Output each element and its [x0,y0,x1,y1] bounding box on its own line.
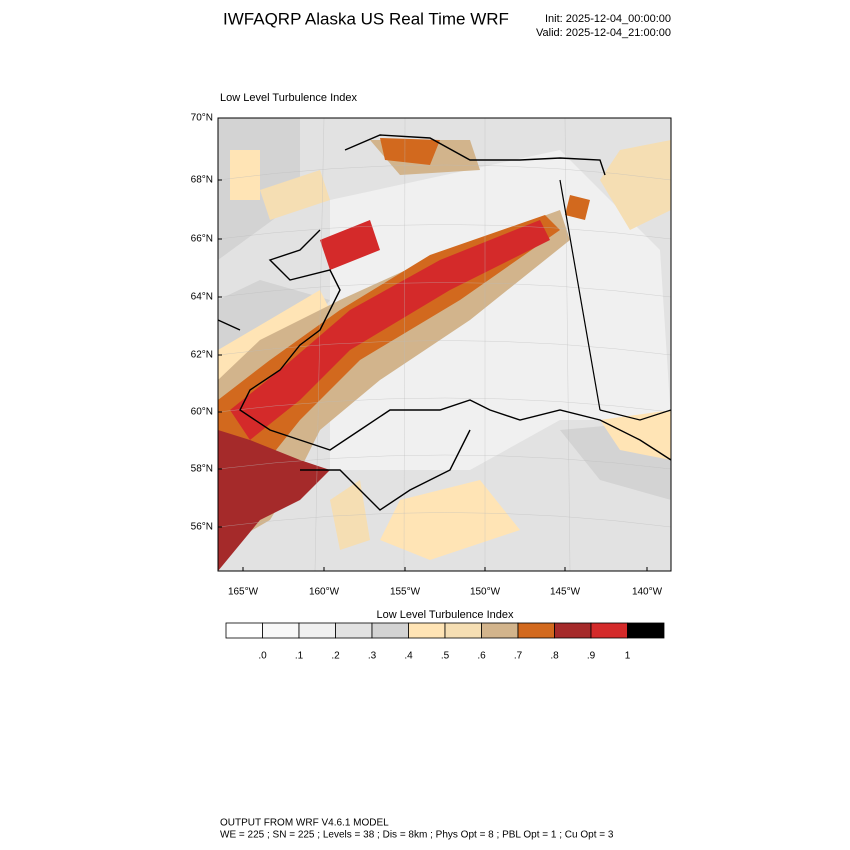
colorbar: .0 .1 .2 .3 .4 .5 .6 .7 .8 .9 1 [225,622,665,662]
field [218,430,330,571]
colorbar-box [444,622,482,639]
colorbar-box [590,622,628,639]
lat-label: 60°N [191,407,213,418]
lat-label: 56°N [191,522,213,533]
colorbar-box [371,622,409,639]
graticule [218,118,671,571]
map-frame [217,117,672,572]
field [218,138,590,520]
colorbar-title: Low Level Turbulence Index [377,609,514,621]
lon-label: 150°W [470,587,501,598]
colorbar-label: .3 [368,651,377,662]
lon-label: 165°W [228,587,259,598]
colorbar-label: .1 [295,651,304,662]
lat-labels: 70°N 68°N 66°N 64°N 62°N 60°N 58°N 56°N [191,113,222,533]
title: IWFAQRP Alaska US Real Time WRF [223,9,509,28]
lon-label: 155°W [390,587,421,598]
colorbar-label: .7 [514,651,523,662]
border [559,179,671,421]
lat-label: 64°N [191,292,213,303]
lon-labels: 165°W 160°W 155°W 150°W 145°W 140°W [228,567,663,598]
footer-line: OUTPUT FROM WRF V4.6.1 MODEL [220,818,389,829]
colorbar-box [517,622,555,639]
colorbar-box [408,622,446,639]
colorbar-label: .0 [258,651,267,662]
colorbar-label: .6 [477,651,486,662]
colorbar-box [298,622,336,639]
init-time: Init: 2025-12-04_00:00:00 [545,13,671,25]
colorbar-box [481,622,519,639]
colorbar-box [335,622,373,639]
lat-label: 68°N [191,175,213,186]
colorbar-box [554,622,592,639]
lat-label: 58°N [191,464,213,475]
colorbar-label: .4 [404,651,413,662]
lon-label: 160°W [309,587,340,598]
lat-label: 70°N [191,113,213,124]
lon-label: 145°W [550,587,581,598]
lon-label: 140°W [632,587,663,598]
colorbar-label: .2 [331,651,340,662]
lat-label: 66°N [191,234,213,245]
colorbar-label: .5 [441,651,450,662]
map-title: Low Level Turbulence Index [220,92,357,104]
colorbar-box [627,622,665,639]
footer-line: WE = 225 ; SN = 225 ; Levels = 38 ; Dis … [220,830,614,841]
colorbar-label: .9 [587,651,596,662]
field [230,220,550,440]
colorbar-box [225,622,263,639]
coastline [218,134,671,511]
colorbar-label: 1 [625,651,631,662]
colorbar-box [262,622,300,639]
field [260,140,671,550]
colorbar-label: .8 [550,651,559,662]
valid-time: Valid: 2025-12-04_21:00:00 [536,27,671,39]
map [218,118,671,571]
lat-label: 62°N [191,350,213,361]
